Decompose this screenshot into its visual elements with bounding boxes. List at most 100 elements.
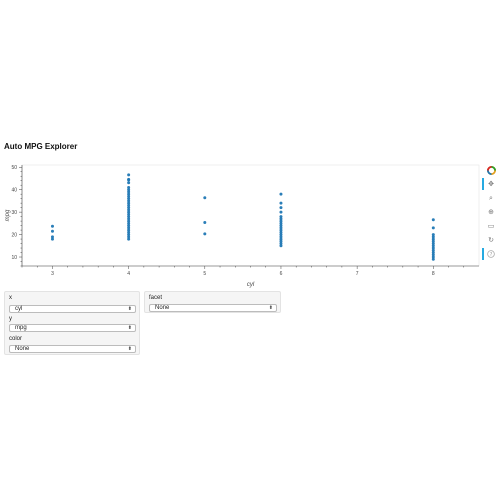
data-point [279,224,283,228]
x-select-value: cyl [15,306,23,312]
select-caret-icon: ⬍ [268,305,273,311]
data-point [50,235,54,239]
scatter-plot[interactable]: 3 4 5 6 7 8 10 20 30 40 50 cyl mpg [4,158,486,288]
plot-canvas[interactable]: 3 4 5 6 7 8 10 20 30 40 50 cyl mpg [4,158,486,288]
x-tick-label: 7 [356,271,359,277]
data-point [279,215,283,219]
data-point [127,177,131,181]
svg-text:?: ? [490,252,493,258]
data-point [431,257,435,261]
data-point [279,233,283,237]
data-point [127,203,131,207]
y-tick-label: 50 [11,165,17,171]
data-point [127,199,131,203]
data-point [279,219,283,223]
x-select[interactable]: cyl ⬍ [9,305,136,313]
data-point [50,229,54,233]
select-caret-icon: ⬍ [127,306,132,312]
pan-icon[interactable]: ✥ [482,178,496,190]
data-point [279,210,283,214]
bokeh-logo-icon[interactable] [486,165,496,175]
color-label: color [9,336,23,342]
data-point [127,185,131,189]
y-tick-label: 30 [11,210,17,216]
select-caret-icon: ⬍ [127,346,132,352]
x-tick-label: 6 [280,271,283,277]
x-tick-label: 4 [127,271,130,277]
box-zoom-icon[interactable]: ⌕ [489,193,493,202]
data-point [279,226,283,230]
facet-controls-panel: facet None ⬍ [144,291,281,313]
data-point [279,228,283,232]
data-point [431,251,435,255]
plot-toolbar: ✥ ⌕ ⊕ ▭ ↻ ? [482,163,497,263]
y-select[interactable]: mpg ⬍ [9,324,136,332]
data-point [203,220,207,224]
data-point [431,233,435,237]
x-tick-label: 8 [432,271,435,277]
data-point [431,237,435,241]
facet-select-value: None [155,305,170,311]
x-tick-label: 3 [51,271,54,277]
data-point [127,188,131,192]
y-select-value: mpg [15,325,27,331]
color-select[interactable]: None ⬍ [9,345,136,353]
data-point [127,210,131,214]
y-axis-label: mpg [5,209,11,221]
wheel-zoom-icon[interactable]: ⊕ [488,208,494,216]
data-point [127,219,131,223]
data-point [127,173,131,177]
data-point [127,237,131,241]
data-point [127,181,131,185]
data-point [127,215,131,219]
data-point [431,248,435,252]
data-point [127,206,131,210]
data-point [127,208,131,212]
help-icon[interactable]: ? [482,248,496,260]
x-tick-label: 5 [203,271,206,277]
data-point [431,255,435,259]
data-point [50,237,54,241]
data-point [431,253,435,257]
facet-label: facet [149,295,163,301]
save-icon[interactable]: ▭ [487,222,495,230]
data-point [279,217,283,221]
data-point [203,196,207,200]
data-point [127,221,131,225]
x-axis-label: cyl [247,282,255,288]
data-point [279,242,283,246]
data-point [203,232,207,236]
data-point [279,239,283,243]
x-label: x [9,295,12,301]
data-point [431,235,435,239]
app-title: Auto MPG Explorer [4,142,78,151]
facet-select[interactable]: None ⬍ [149,304,277,312]
data-point [127,190,131,194]
data-point [279,237,283,241]
data-point [279,201,283,205]
reset-icon[interactable]: ↻ [488,236,494,244]
color-select-value: None [15,346,30,352]
data-point [127,226,131,230]
y-label: y [9,316,12,322]
data-point [431,244,435,248]
data-point [127,192,131,196]
data-point [279,235,283,239]
data-point [431,246,435,250]
data-point [279,192,283,196]
axis-controls-panel: x cyl ⬍ y mpg ⬍ color None ⬍ [4,291,140,355]
data-point [127,235,131,239]
data-point [279,230,283,234]
data-point [431,239,435,243]
data-point [127,233,131,237]
data-point [431,242,435,246]
data-point [127,230,131,234]
data-point [127,217,131,221]
data-point [127,194,131,198]
plot-area [21,164,480,267]
data-point [127,212,131,216]
data-point [279,221,283,225]
select-caret-icon: ⬍ [127,325,132,331]
data-point [279,244,283,248]
data-point [127,197,131,201]
